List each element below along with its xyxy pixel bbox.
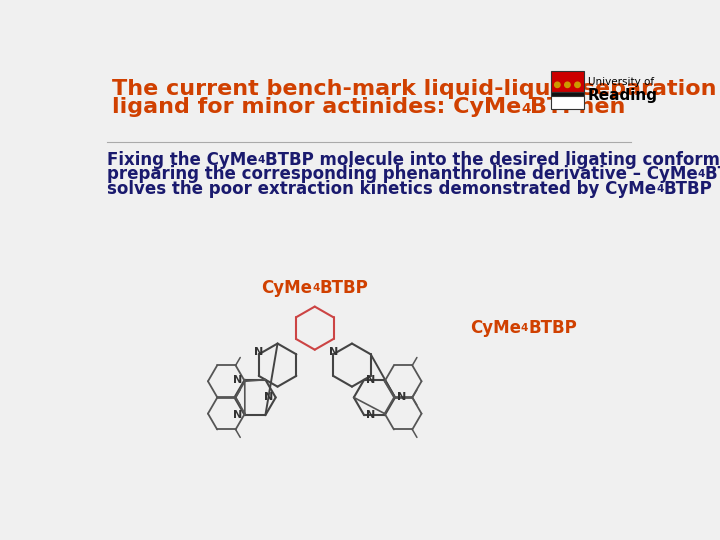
Text: 4: 4	[698, 169, 705, 179]
Text: 4: 4	[521, 323, 528, 333]
Text: BTBP: BTBP	[528, 319, 577, 337]
Text: CyMe: CyMe	[469, 319, 521, 337]
FancyBboxPatch shape	[551, 96, 584, 110]
Text: BTBP: BTBP	[664, 180, 712, 198]
Circle shape	[575, 82, 580, 87]
Text: N: N	[254, 347, 264, 356]
Text: N: N	[328, 347, 338, 356]
Text: 4: 4	[258, 155, 265, 165]
Text: BTPhen –: BTPhen –	[705, 165, 720, 184]
Text: ligand for minor actinides: CyMe: ligand for minor actinides: CyMe	[112, 97, 521, 117]
Text: The current bench-mark liquid-liquid separation: The current bench-mark liquid-liquid sep…	[112, 79, 716, 99]
Text: BTPhen: BTPhen	[531, 97, 626, 117]
Text: N: N	[233, 410, 243, 420]
Text: 4: 4	[521, 102, 531, 116]
Text: CyMe: CyMe	[261, 279, 312, 297]
Circle shape	[554, 82, 560, 87]
Text: 4: 4	[312, 283, 320, 293]
Text: N: N	[264, 393, 274, 402]
FancyBboxPatch shape	[551, 71, 584, 92]
Text: N: N	[366, 375, 376, 384]
Circle shape	[564, 82, 570, 87]
Text: N: N	[397, 393, 407, 402]
Text: preparing the corresponding phenanthroline derivative – CyMe: preparing the corresponding phenanthroli…	[107, 165, 698, 184]
Text: N: N	[366, 410, 376, 420]
Text: solves the poor extraction kinetics demonstrated by CyMe: solves the poor extraction kinetics demo…	[107, 180, 656, 198]
Text: BTBP: BTBP	[320, 279, 369, 297]
Text: N: N	[233, 375, 243, 384]
FancyBboxPatch shape	[551, 92, 584, 96]
Text: Fixing the CyMe: Fixing the CyMe	[107, 151, 258, 169]
Text: Reading: Reading	[588, 88, 657, 103]
Text: University of: University of	[588, 77, 654, 87]
Text: BTBP molecule into the desired ligating conformation by: BTBP molecule into the desired ligating …	[265, 151, 720, 169]
Text: 4: 4	[656, 184, 664, 193]
